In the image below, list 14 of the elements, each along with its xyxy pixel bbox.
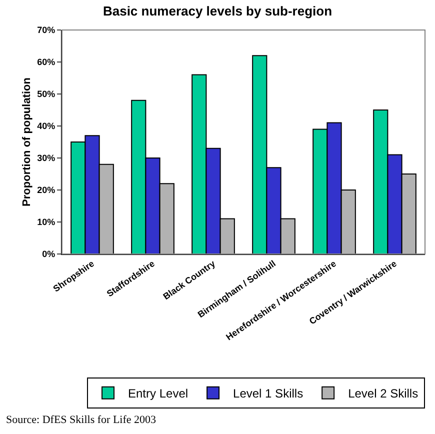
y-tick-label: 0% <box>42 249 56 260</box>
source-note: Source: DfES Skills for Life 2003 <box>6 414 157 426</box>
legend-label: Entry Level <box>128 386 188 401</box>
y-tick-label: 60% <box>37 57 56 68</box>
y-tick-label: 30% <box>37 153 56 164</box>
legend-label: Level 1 Skills <box>233 386 304 401</box>
y-tick-label: 70% <box>37 25 56 36</box>
y-axis-title: Proportion of population <box>21 77 33 206</box>
y-tick-label: 20% <box>37 185 56 196</box>
y-tick-label: 50% <box>37 89 56 100</box>
chart-title: Basic numeracy levels by sub-region <box>102 4 332 19</box>
legend-label: Level 2 Skills <box>348 386 418 401</box>
y-tick-label: 10% <box>37 217 56 228</box>
y-tick-label: 40% <box>37 121 56 132</box>
